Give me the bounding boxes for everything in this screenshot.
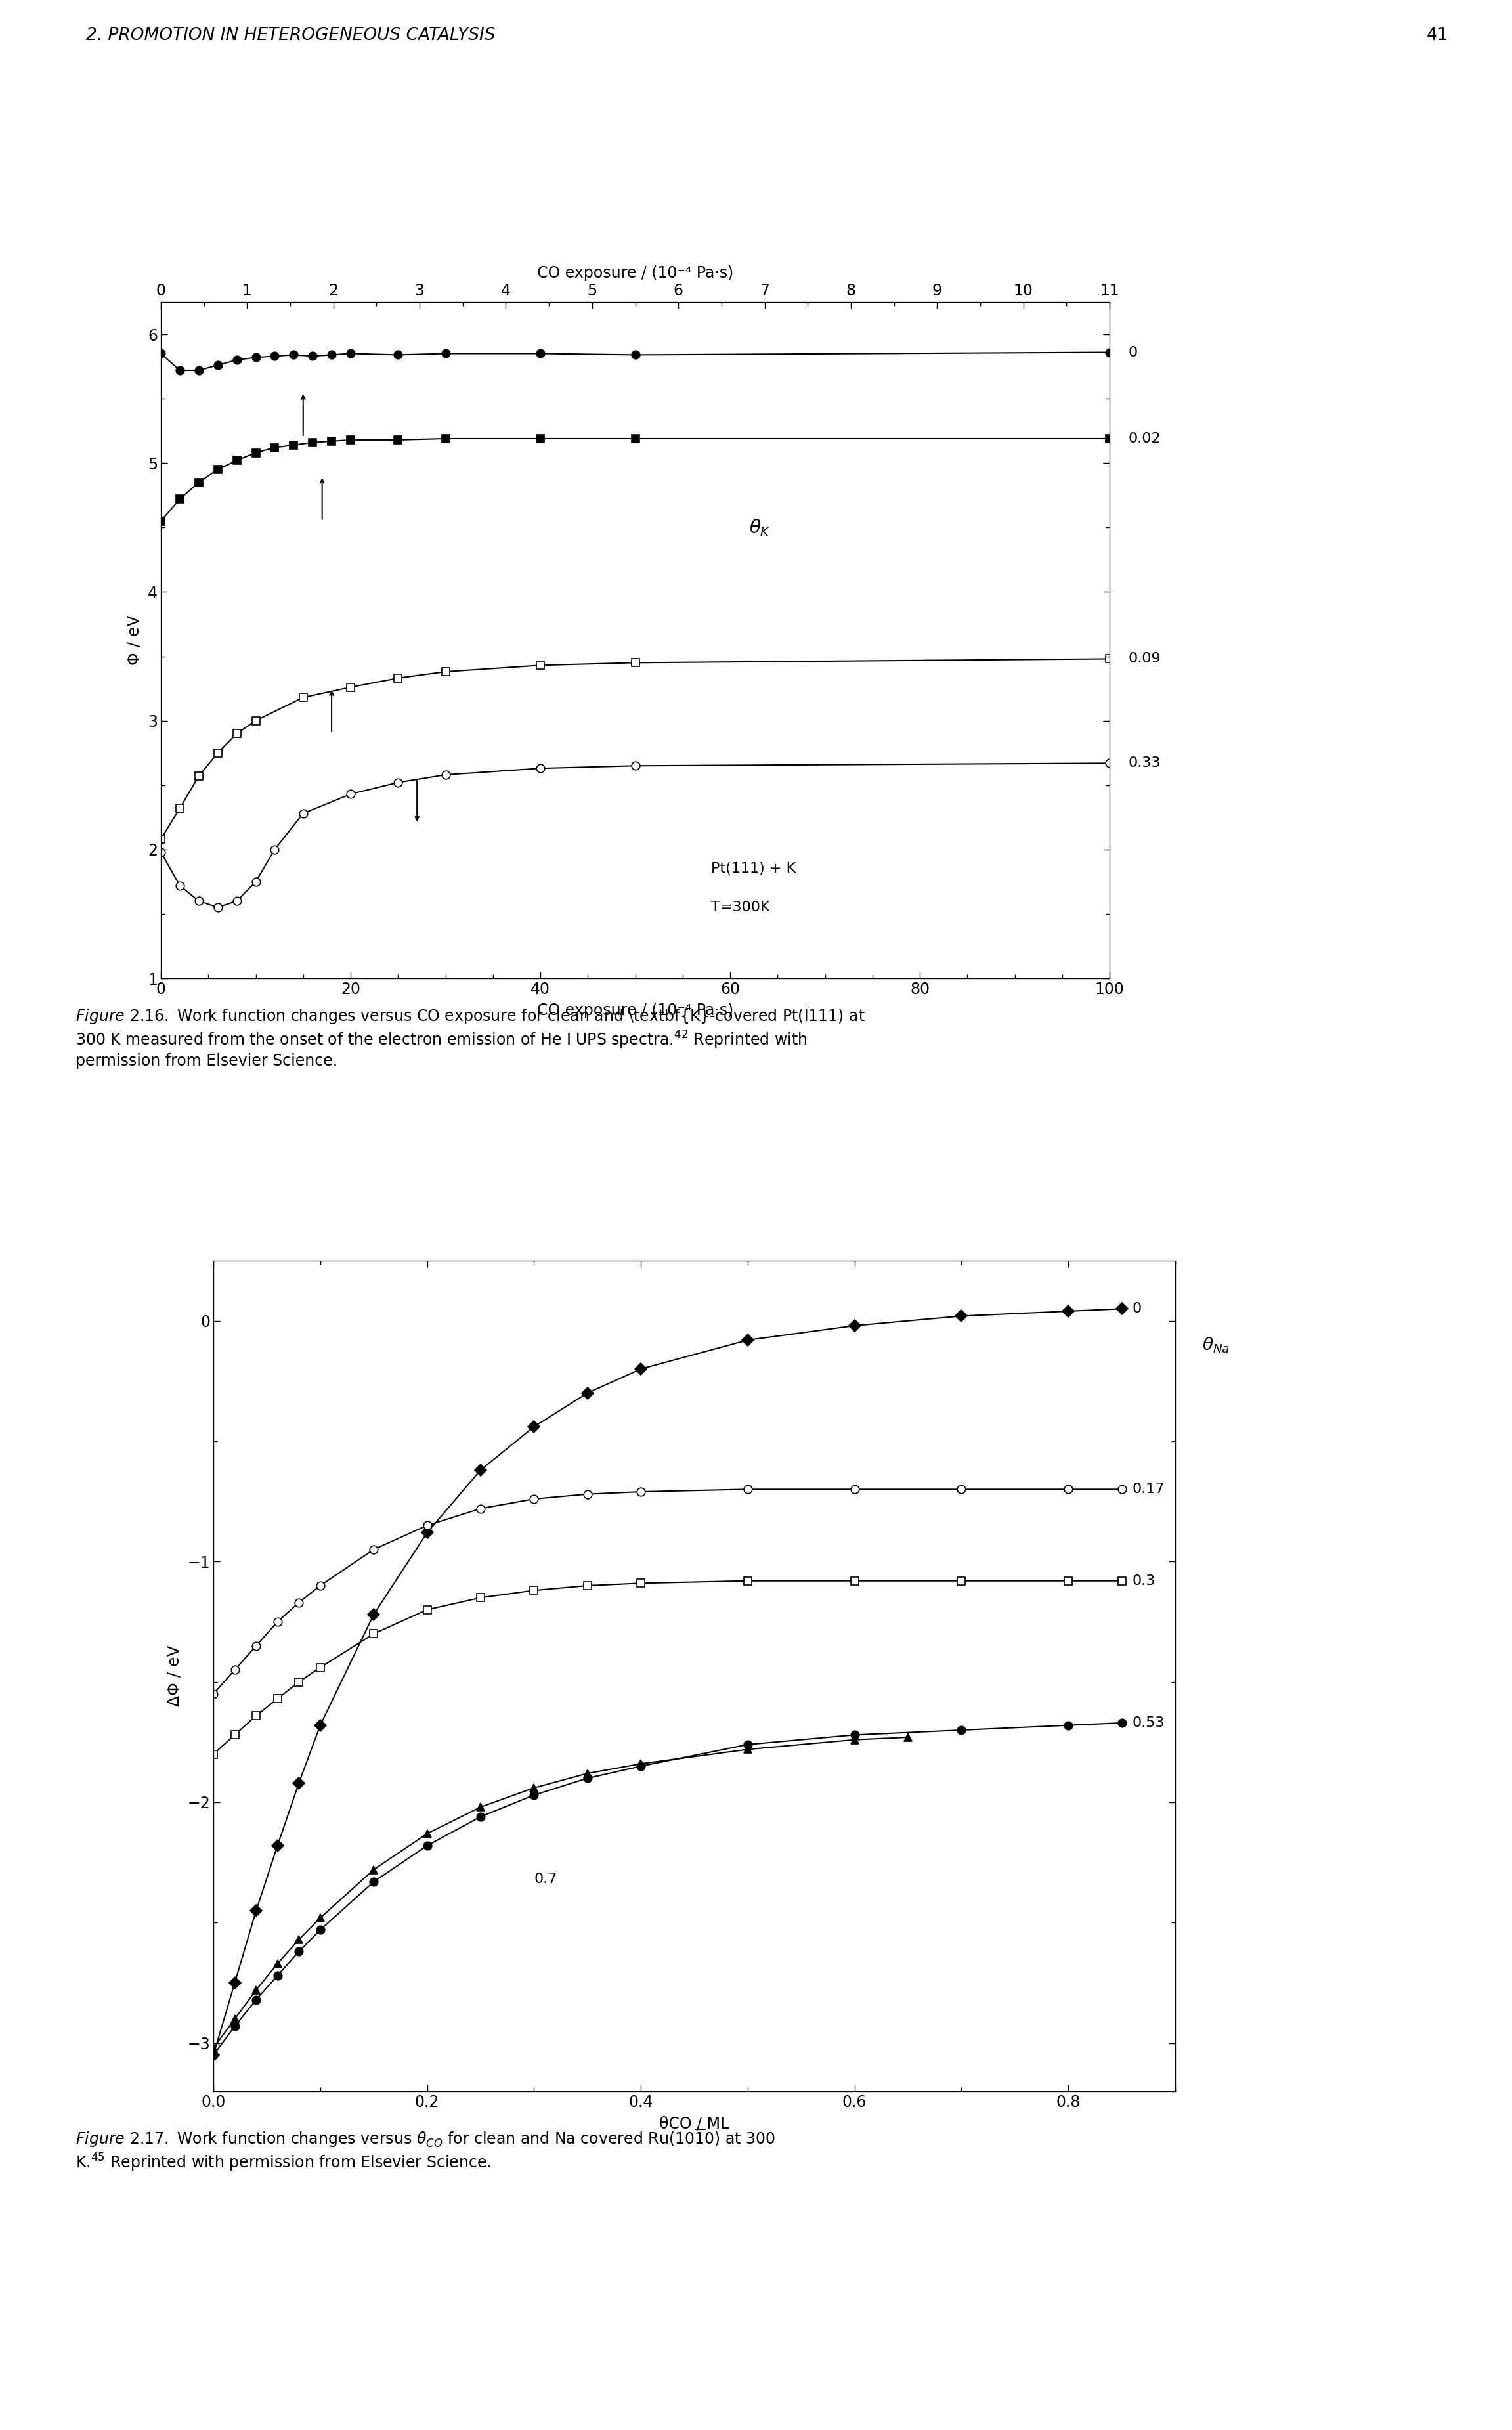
Text: 0.09: 0.09 xyxy=(1128,651,1161,666)
Text: 0: 0 xyxy=(1132,1302,1142,1315)
Text: 0.53: 0.53 xyxy=(1132,1716,1166,1730)
Text: 0.17: 0.17 xyxy=(1132,1482,1164,1497)
Text: 0: 0 xyxy=(1128,345,1139,360)
Text: 0.02: 0.02 xyxy=(1128,433,1161,445)
Text: $\it{Figure\ 2.16.}$ Work function changes versus CO exposure for clean and \tex: $\it{Figure\ 2.16.}$ Work function chang… xyxy=(76,1004,865,1069)
Text: $\it{Figure\ 2.17.}$ Work function changes versus $\theta_{CO}$ for clean and Na: $\it{Figure\ 2.17.}$ Work function chang… xyxy=(76,2126,776,2172)
Y-axis label: ΔΦ / eV: ΔΦ / eV xyxy=(166,1645,181,1706)
Text: 2. PROMOTION IN HETEROGENEOUS CATALYSIS: 2. PROMOTION IN HETEROGENEOUS CATALYSIS xyxy=(86,27,496,44)
X-axis label: CO exposure / (10⁻⁴ Pa·s): CO exposure / (10⁻⁴ Pa·s) xyxy=(537,265,733,282)
Text: Pt(111) + K: Pt(111) + K xyxy=(711,863,795,875)
X-axis label: CO exposure / (10⁻⁴ Pa·s): CO exposure / (10⁻⁴ Pa·s) xyxy=(537,1004,733,1018)
Y-axis label: Φ / eV: Φ / eV xyxy=(127,615,142,666)
Text: 0.33: 0.33 xyxy=(1128,756,1161,770)
Text: 41: 41 xyxy=(1426,27,1448,44)
Text: 0.3: 0.3 xyxy=(1132,1575,1155,1587)
Text: $\theta_K$: $\theta_K$ xyxy=(748,518,771,537)
Text: T=300K: T=300K xyxy=(711,902,770,914)
Text: 0.7: 0.7 xyxy=(534,1874,558,1886)
X-axis label: θCO / ML: θCO / ML xyxy=(659,2117,729,2131)
Text: $\theta_{Na}$: $\theta_{Na}$ xyxy=(1202,1337,1229,1354)
